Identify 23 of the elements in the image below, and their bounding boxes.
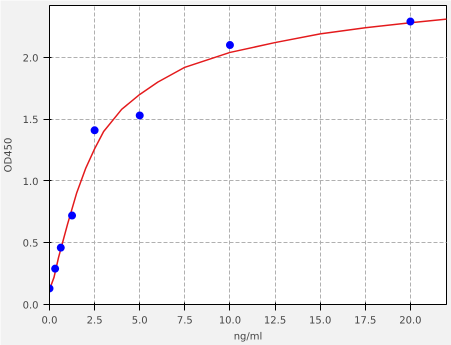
y-tick-label: 1.5	[22, 115, 39, 126]
x-axis-title: ng/ml	[234, 332, 262, 342]
x-tick-label: 10.0	[218, 316, 242, 326]
point	[406, 18, 414, 26]
point	[68, 212, 76, 220]
y-tick-label: 2.0	[22, 53, 39, 64]
x-tick-label: 0.0	[42, 316, 58, 326]
point	[90, 126, 99, 134]
point	[51, 264, 60, 273]
y-tick-label: 0.5	[22, 238, 39, 250]
x-tick-label: 5.0	[132, 316, 148, 326]
y-axis-title: OD450	[4, 138, 15, 172]
x-tick-label: 12.5	[264, 316, 286, 326]
x-tick-label: 17.5	[354, 316, 376, 326]
y-tick-label: 0.0	[22, 300, 39, 312]
point	[226, 41, 234, 50]
x-tick-label: 2.5	[86, 316, 103, 326]
point	[136, 111, 144, 120]
x-tick-label: 15.0	[309, 316, 332, 326]
y-tick-label: 1.0	[22, 176, 39, 188]
x-tick-label: 7.5	[176, 316, 193, 326]
point	[56, 244, 65, 252]
x-tick-label: 20.0	[399, 316, 422, 326]
